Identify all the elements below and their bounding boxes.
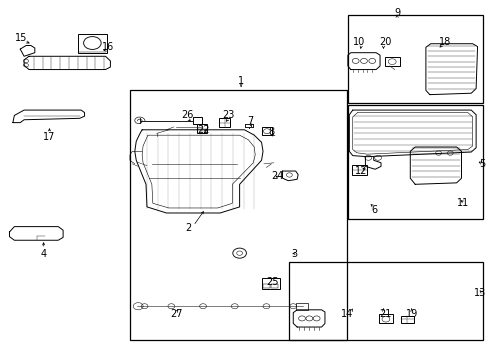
Bar <box>261 278 280 289</box>
Bar <box>295 303 307 310</box>
Text: 25: 25 <box>266 277 279 287</box>
Text: 23: 23 <box>222 111 235 121</box>
Text: 21: 21 <box>379 310 391 319</box>
Bar <box>219 118 229 127</box>
Text: 4: 4 <box>41 248 46 258</box>
Bar <box>78 34 107 53</box>
Text: 2: 2 <box>185 224 191 233</box>
Text: 20: 20 <box>379 37 391 47</box>
Text: 7: 7 <box>247 116 253 126</box>
Bar <box>289 262 483 339</box>
Bar <box>347 105 483 220</box>
Text: 12: 12 <box>355 166 367 176</box>
Bar <box>193 117 202 125</box>
Bar <box>378 315 392 323</box>
Text: 8: 8 <box>268 127 274 136</box>
Text: 17: 17 <box>43 132 56 142</box>
Text: 18: 18 <box>438 37 450 47</box>
Text: 5: 5 <box>479 159 485 169</box>
Text: 9: 9 <box>393 8 399 18</box>
Bar <box>130 90 346 339</box>
Bar <box>261 127 272 135</box>
Text: 10: 10 <box>352 37 365 47</box>
Text: 11: 11 <box>456 198 468 208</box>
Bar <box>347 15 483 103</box>
Text: 19: 19 <box>405 310 417 319</box>
Bar <box>400 316 413 323</box>
Bar <box>384 57 399 66</box>
Bar <box>196 125 207 134</box>
Text: 24: 24 <box>271 171 283 181</box>
Text: 6: 6 <box>370 206 377 216</box>
Text: 1: 1 <box>238 76 244 86</box>
Text: 13: 13 <box>473 288 485 298</box>
Text: 16: 16 <box>102 42 114 52</box>
Text: 22: 22 <box>196 125 209 135</box>
Bar <box>263 284 269 288</box>
Text: 3: 3 <box>290 248 296 258</box>
Bar <box>351 165 366 175</box>
Text: 15: 15 <box>15 33 27 43</box>
Bar <box>271 284 278 288</box>
Text: 26: 26 <box>181 111 193 121</box>
Text: 27: 27 <box>170 310 182 319</box>
Text: 14: 14 <box>340 310 352 319</box>
